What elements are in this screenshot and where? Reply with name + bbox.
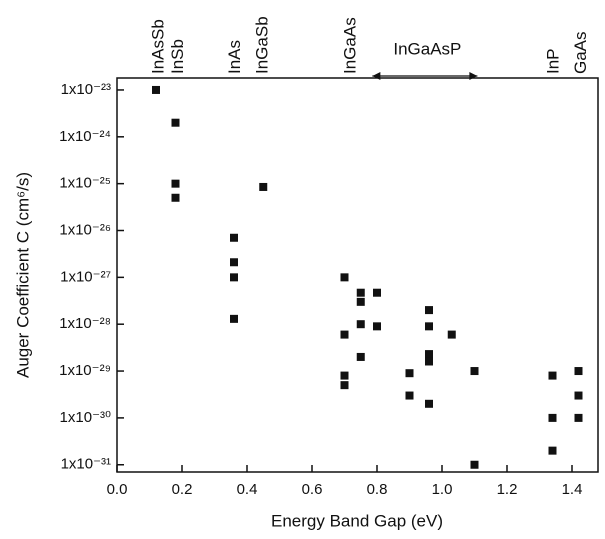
x-tick-label: 1.4: [562, 481, 583, 498]
data-point: [356, 288, 365, 297]
data-point: [425, 350, 433, 359]
data-point: [152, 85, 160, 94]
data-point: [447, 330, 456, 339]
x-tick-label: 0.6: [302, 481, 323, 498]
data-point: [548, 371, 557, 380]
data-point: [356, 320, 365, 329]
annotation: InAs: [225, 40, 244, 74]
data-point: [574, 391, 583, 400]
x-tick-label: 0.0: [107, 481, 128, 498]
data-point: [171, 193, 180, 202]
data-point: [340, 273, 349, 282]
data-point: [425, 357, 433, 366]
y-tick-label: 1x10⁻²⁹: [59, 362, 111, 379]
data-point: [230, 258, 238, 267]
plot-frame: [116, 77, 599, 473]
data-point: [373, 322, 381, 331]
data-point: [230, 273, 238, 282]
annotation: InAsSb: [149, 19, 168, 74]
x-tick-label: 0.4: [237, 481, 258, 498]
data-point: [340, 381, 349, 390]
x-tick-label: 0.8: [367, 481, 388, 498]
data-point: [425, 322, 433, 331]
y-tick-label: 1x10⁻³⁰: [60, 409, 111, 426]
y-tick-label: 1x10⁻²⁶: [59, 221, 111, 238]
y-tick-label: 1x10⁻²⁷: [60, 268, 111, 285]
data-point: [230, 314, 238, 323]
annotation: GaAs: [571, 31, 590, 74]
annotation: InSb: [168, 39, 187, 74]
data-point: [171, 118, 180, 127]
data-point: [230, 233, 238, 242]
x-tick-label: 1.2: [497, 481, 518, 498]
data-point: [470, 460, 479, 469]
annotation: InGaAsP: [393, 39, 461, 58]
data-point: [340, 330, 349, 339]
data-point: [405, 369, 414, 378]
data-point: [425, 306, 433, 315]
data-point: [259, 182, 268, 191]
y-tick-label: 1x10⁻²⁵: [59, 175, 111, 192]
annotation: InGaSb: [253, 16, 272, 74]
data-point: [574, 413, 583, 422]
y-axis-label: Auger Coefficient C (cm⁶/s): [13, 172, 32, 378]
y-tick-label: 1x10⁻²⁴: [59, 128, 111, 145]
data-point: [356, 352, 365, 361]
x-axis-label: Energy Band Gap (eV): [271, 511, 443, 530]
data-point: [470, 367, 479, 376]
data-point: [356, 297, 365, 306]
data-point: [548, 446, 557, 455]
x-tick-label: 1.0: [432, 481, 453, 498]
annotation: InP: [544, 48, 563, 74]
y-tick-label: 1x10⁻³¹: [61, 456, 111, 473]
data-point: [373, 288, 381, 297]
x-tick-label: 0.2: [172, 481, 193, 498]
data-point: [171, 179, 180, 188]
data-point: [548, 413, 557, 422]
y-tick-label: 1x10⁻²⁸: [59, 315, 111, 332]
data-point: [405, 391, 414, 400]
y-tick-label: 1x10⁻²³: [61, 81, 111, 98]
data-point: [574, 367, 583, 376]
data-point: [340, 371, 349, 380]
annotation: InGaAs: [340, 17, 359, 74]
arrow-head: [372, 72, 381, 80]
arrow-head: [469, 72, 478, 80]
data-point: [425, 399, 433, 408]
